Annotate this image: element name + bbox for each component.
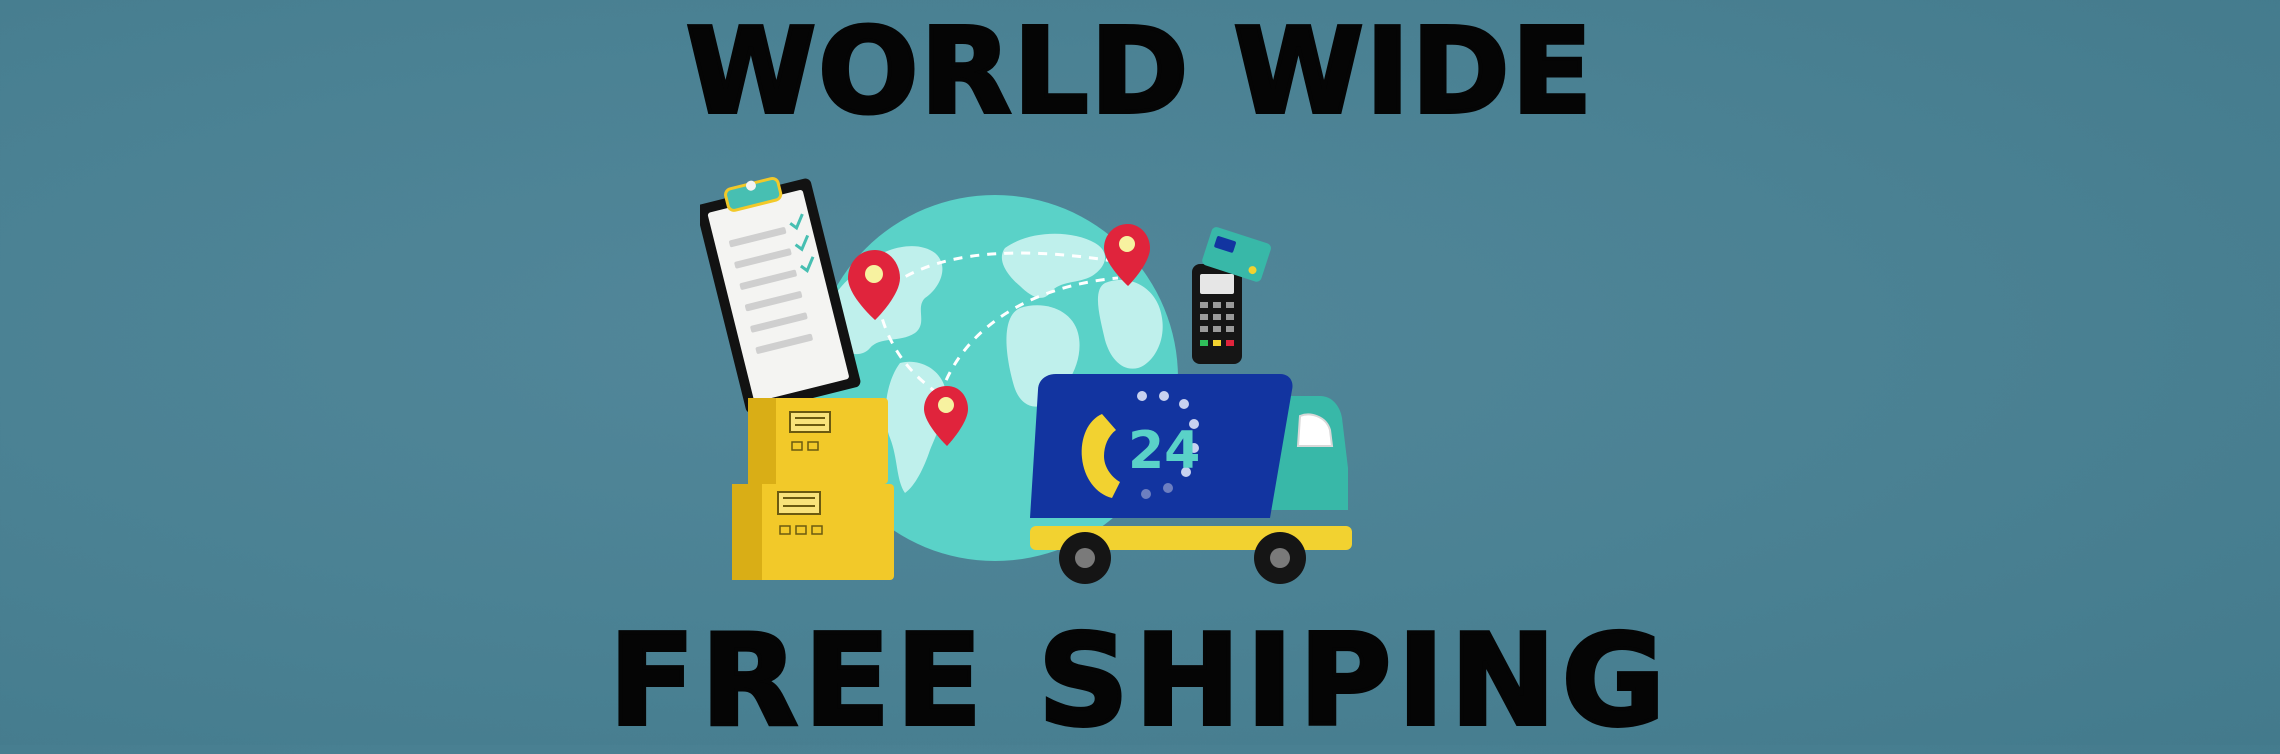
cardboard-box-icon (732, 484, 894, 580)
shipping-illustration: 24 (700, 168, 1390, 598)
headline-world-wide: WORLD WIDE (684, 2, 1595, 140)
map-pin-icon (1104, 224, 1150, 286)
cardboard-box-icon (748, 398, 888, 484)
clipboard-icon (700, 176, 861, 414)
phone-icon (1081, 391, 1199, 499)
map-pin-icon (848, 250, 900, 320)
card-terminal-icon (1192, 227, 1271, 364)
map-pin-icon (924, 386, 968, 446)
headline-free-shipping: FREE SHIPING (607, 607, 1672, 754)
truck-badge-text: 24 (1128, 421, 1200, 481)
